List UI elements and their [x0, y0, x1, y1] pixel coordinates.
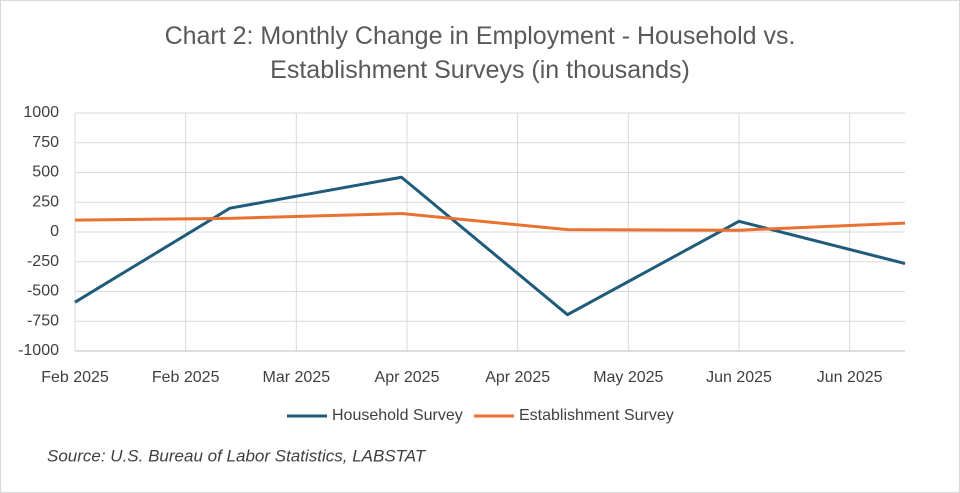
- y-tick-label: -750: [27, 312, 59, 329]
- x-tick-label: Jun 2025: [706, 369, 772, 386]
- legend-label: Household Survey: [332, 407, 463, 424]
- x-tick-label: Apr 2025: [375, 369, 440, 386]
- x-tick-label: Jun 2025: [817, 369, 883, 386]
- legend-label: Establishment Survey: [519, 407, 674, 424]
- x-tick-label: May 2025: [593, 369, 663, 386]
- y-tick-label: 0: [50, 223, 59, 240]
- title-box: Chart 2: Monthly Change in Employment - …: [1, 19, 959, 87]
- y-tick-label: 1000: [23, 104, 59, 121]
- y-tick-label: -1000: [18, 342, 59, 359]
- source-note: Source: U.S. Bureau of Labor Statistics,…: [47, 446, 427, 465]
- y-tick-label: -250: [27, 253, 59, 270]
- y-tick-label: -500: [27, 283, 59, 300]
- series-line: [74, 175, 906, 317]
- y-tick-label: 750: [32, 134, 59, 151]
- chart-title: Chart 2: Monthly Change in Employment - …: [164, 22, 796, 84]
- x-tick-label: Mar 2025: [263, 369, 331, 386]
- series-line: [74, 212, 906, 232]
- x-tick-label: Feb 2025: [152, 369, 220, 386]
- y-tick-label: 250: [32, 193, 59, 210]
- y-tick-label: 500: [32, 164, 59, 181]
- x-tick-label: Apr 2025: [485, 369, 550, 386]
- x-tick-label: Feb 2025: [41, 369, 109, 386]
